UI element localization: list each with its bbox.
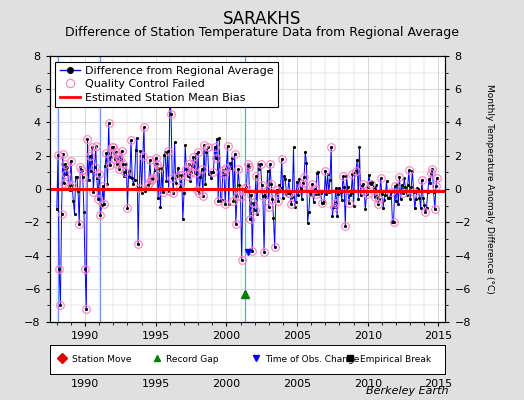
Text: Difference of Station Temperature Data from Regional Average: Difference of Station Temperature Data f… [65, 26, 459, 39]
Text: 2000: 2000 [212, 379, 241, 389]
Text: SARAKHS: SARAKHS [223, 10, 301, 28]
Text: Berkeley Earth: Berkeley Earth [366, 386, 448, 396]
Text: 1995: 1995 [141, 379, 170, 389]
Text: 2010: 2010 [354, 379, 382, 389]
Text: Record Gap: Record Gap [167, 355, 219, 364]
Text: 1990: 1990 [71, 379, 99, 389]
Text: 2015: 2015 [424, 379, 452, 389]
Y-axis label: Monthly Temperature Anomaly Difference (°C): Monthly Temperature Anomaly Difference (… [485, 84, 494, 294]
Text: Time of Obs. Change: Time of Obs. Change [265, 355, 360, 364]
Legend: Difference from Regional Average, Quality Control Failed, Estimated Station Mean: Difference from Regional Average, Qualit… [56, 62, 278, 107]
Text: Station Move: Station Move [72, 355, 131, 364]
Text: Empirical Break: Empirical Break [361, 355, 431, 364]
Text: 2005: 2005 [283, 379, 311, 389]
